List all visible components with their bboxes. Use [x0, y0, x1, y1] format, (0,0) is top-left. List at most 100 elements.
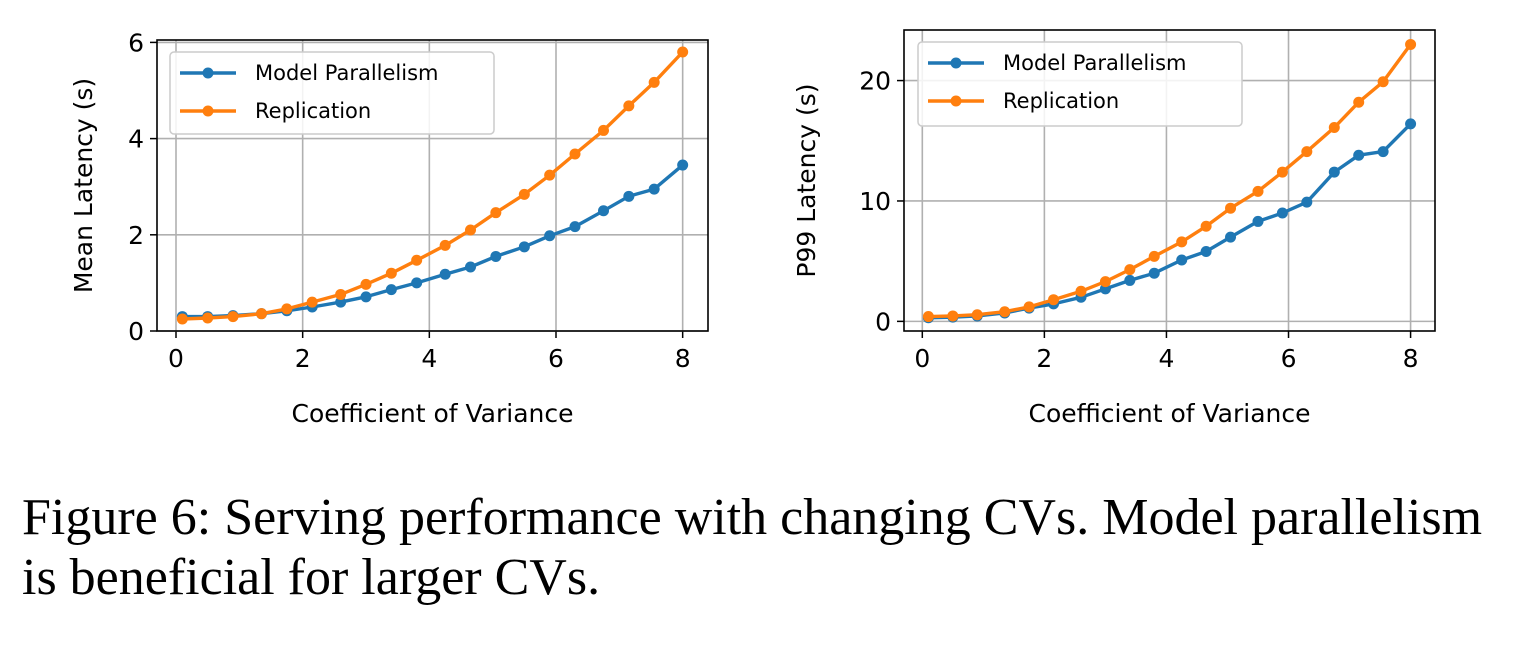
- data-point: [569, 221, 581, 233]
- data-point: [1099, 276, 1111, 288]
- data-point: [176, 313, 188, 325]
- data-point: [1301, 196, 1313, 208]
- series-line-0: [182, 163, 684, 319]
- data-point: [623, 100, 635, 112]
- data-point: [465, 261, 476, 273]
- data-point: [1328, 122, 1340, 134]
- data-point: [385, 284, 397, 296]
- data-point: [947, 310, 959, 322]
- x-tick-label: 6: [1281, 344, 1297, 373]
- data-point: [335, 288, 347, 300]
- data-point: [569, 148, 581, 160]
- series-line-0: [928, 122, 1412, 320]
- data-point: [1048, 294, 1060, 306]
- y-tick-label: 20: [859, 67, 891, 96]
- data-point: [518, 241, 530, 253]
- data-point: [281, 303, 293, 315]
- x-axis-label: Coefficient of Variance: [1028, 399, 1310, 428]
- mean-latency-chart: 0 2 4 6 8 0 2 4 6 Coefficient of Variance Mean Lat…: [69, 28, 709, 428]
- data-point: [306, 296, 318, 308]
- data-point: [544, 169, 556, 181]
- data-point: [1225, 202, 1237, 214]
- data-point: [677, 159, 689, 171]
- data-point: [1353, 96, 1365, 108]
- data-point: [1276, 207, 1288, 219]
- plot-frame: [156, 39, 709, 332]
- data-point: [439, 268, 451, 280]
- data-point: [1148, 250, 1160, 262]
- data-point: [971, 309, 983, 321]
- legend-label: Model Parallelism: [1003, 51, 1186, 75]
- x-tick-label: 0: [914, 344, 930, 373]
- data-point: [544, 230, 556, 242]
- data-point: [335, 296, 347, 308]
- data-point: [922, 311, 934, 323]
- y-axis-label: P99 Latency (s): [792, 83, 821, 277]
- data-point: [1252, 185, 1264, 197]
- data-point: [1225, 231, 1237, 243]
- data-point: [411, 277, 423, 289]
- data-point: [518, 188, 530, 200]
- data-point: [1276, 166, 1288, 178]
- data-point: [598, 124, 609, 136]
- legend-swatch-marker: [202, 67, 214, 79]
- data-point: [1124, 264, 1136, 276]
- data-point: [677, 46, 689, 58]
- y-tick-label: 0: [875, 307, 891, 336]
- x-tick-label: 0: [168, 344, 184, 373]
- legend-label: Replication: [255, 99, 371, 123]
- figure: 0 2 4 6 8 0 2 4 6 Coefficient of Variance Mean Lat…: [69, 28, 1436, 428]
- x-tick-label: 2: [1036, 344, 1052, 373]
- data-point: [202, 312, 214, 324]
- data-point: [1377, 76, 1389, 88]
- data-point: [598, 205, 609, 217]
- data-point: [1328, 166, 1340, 178]
- y-tick-label: 6: [128, 28, 144, 57]
- plot-frame: [903, 29, 1436, 332]
- x-tick-label: 4: [1158, 344, 1174, 373]
- data-point: [227, 311, 239, 323]
- x-tick-label: 4: [421, 344, 437, 373]
- legend-swatch-marker: [202, 105, 214, 117]
- x-tick-label: 2: [295, 344, 311, 373]
- data-point: [256, 308, 267, 320]
- data-point: [648, 76, 660, 88]
- x-tick-label: 6: [548, 344, 564, 373]
- data-point: [1176, 236, 1188, 248]
- data-point: [999, 306, 1011, 318]
- x-axis-label: Coefficient of Variance: [291, 399, 573, 428]
- data-point: [360, 278, 372, 290]
- data-point: [439, 239, 451, 251]
- y-tick-label: 2: [128, 221, 144, 250]
- data-point: [490, 207, 502, 219]
- x-tick-label: 8: [1403, 344, 1419, 373]
- data-point: [1200, 246, 1212, 258]
- figure-caption: Figure 6: Serving performance with chang…: [22, 489, 1483, 606]
- data-point: [1405, 38, 1417, 50]
- legend-swatch-marker: [950, 57, 962, 69]
- data-point: [648, 183, 660, 195]
- data-point: [1353, 149, 1365, 161]
- data-point: [1124, 274, 1136, 286]
- x-tick-label: 8: [675, 344, 691, 373]
- data-point: [360, 291, 372, 303]
- data-point: [1176, 254, 1188, 266]
- data-point: [465, 224, 476, 236]
- p99-latency-chart: 0 2 4 6 8 0 10 20 Coefficient of Variance P99 Lat…: [792, 29, 1436, 428]
- data-point: [411, 254, 423, 266]
- y-axis-label: Mean Latency (s): [69, 78, 98, 293]
- data-point: [1252, 215, 1264, 227]
- legend-label: Replication: [1003, 89, 1119, 113]
- y-tick-label: 4: [128, 125, 144, 154]
- y-tick-label: 10: [859, 187, 891, 216]
- legend-label: Model Parallelism: [255, 61, 438, 85]
- data-point: [1075, 285, 1087, 297]
- data-point: [1405, 118, 1417, 130]
- legend-swatch-marker: [950, 95, 962, 107]
- data-point: [623, 190, 635, 202]
- legend-box: [169, 51, 495, 135]
- data-point: [1301, 146, 1313, 158]
- y-tick-label: 0: [128, 317, 144, 346]
- data-point: [1200, 220, 1212, 232]
- data-point: [1023, 301, 1035, 313]
